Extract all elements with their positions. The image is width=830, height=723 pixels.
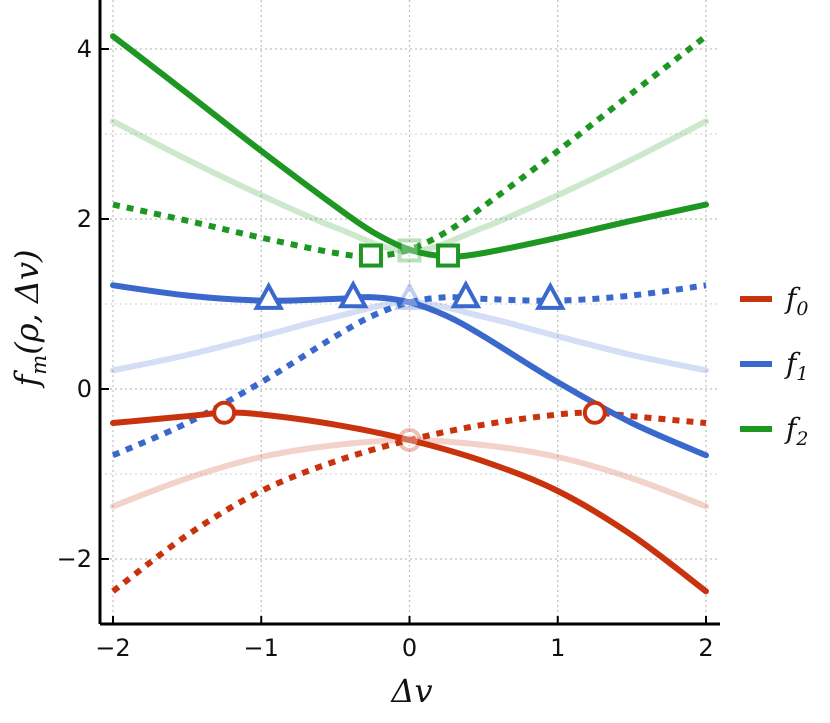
y-axis-title: fm(ρ, Δv) — [8, 249, 51, 388]
series-f1-faded-marker — [394, 281, 425, 310]
y-tick-label: 0 — [77, 375, 92, 403]
legend: f0 f1 f2 — [740, 282, 808, 450]
series-f1-marker — [253, 281, 285, 310]
y-tick-label: −2 — [57, 545, 92, 573]
series-f2-marker — [436, 243, 461, 268]
x-tick-label: 0 — [402, 634, 417, 662]
series-f1-marker — [337, 280, 369, 309]
x-tick-label: −2 — [95, 634, 130, 662]
x-axis-title: Δv — [389, 672, 432, 710]
x-tick-label: −1 — [244, 634, 279, 662]
legend-label-f2: f2 — [784, 412, 808, 450]
series-f2-marker — [358, 243, 383, 268]
series-f2-faded-marker — [397, 238, 422, 263]
series-f0-marker — [212, 400, 237, 425]
series-f0-solid-line — [110, 409, 709, 595]
y-tick-label: 2 — [77, 205, 92, 233]
series-f1-marker — [534, 281, 566, 310]
series-f1-marker — [450, 280, 482, 309]
series-f0-faded-marker — [397, 428, 422, 452]
y-tick-label: 4 — [77, 35, 92, 63]
series-f1-solid-line — [110, 282, 709, 459]
tick-labels: −2 −1 0 1 2 −2 0 2 4 — [57, 35, 714, 662]
x-tick-label: 1 — [550, 634, 565, 662]
legend-label-f0: f0 — [784, 282, 808, 320]
x-tick-label: 2 — [698, 634, 713, 662]
series-f0-marker — [582, 400, 607, 425]
plot-area — [110, 33, 709, 595]
series-f1-dotted-line — [111, 282, 707, 459]
series-f2-dotted-line — [112, 33, 708, 260]
legend-label-f1: f1 — [784, 347, 808, 385]
grid — [100, 0, 720, 624]
series-f2-solid-line — [110, 33, 709, 260]
